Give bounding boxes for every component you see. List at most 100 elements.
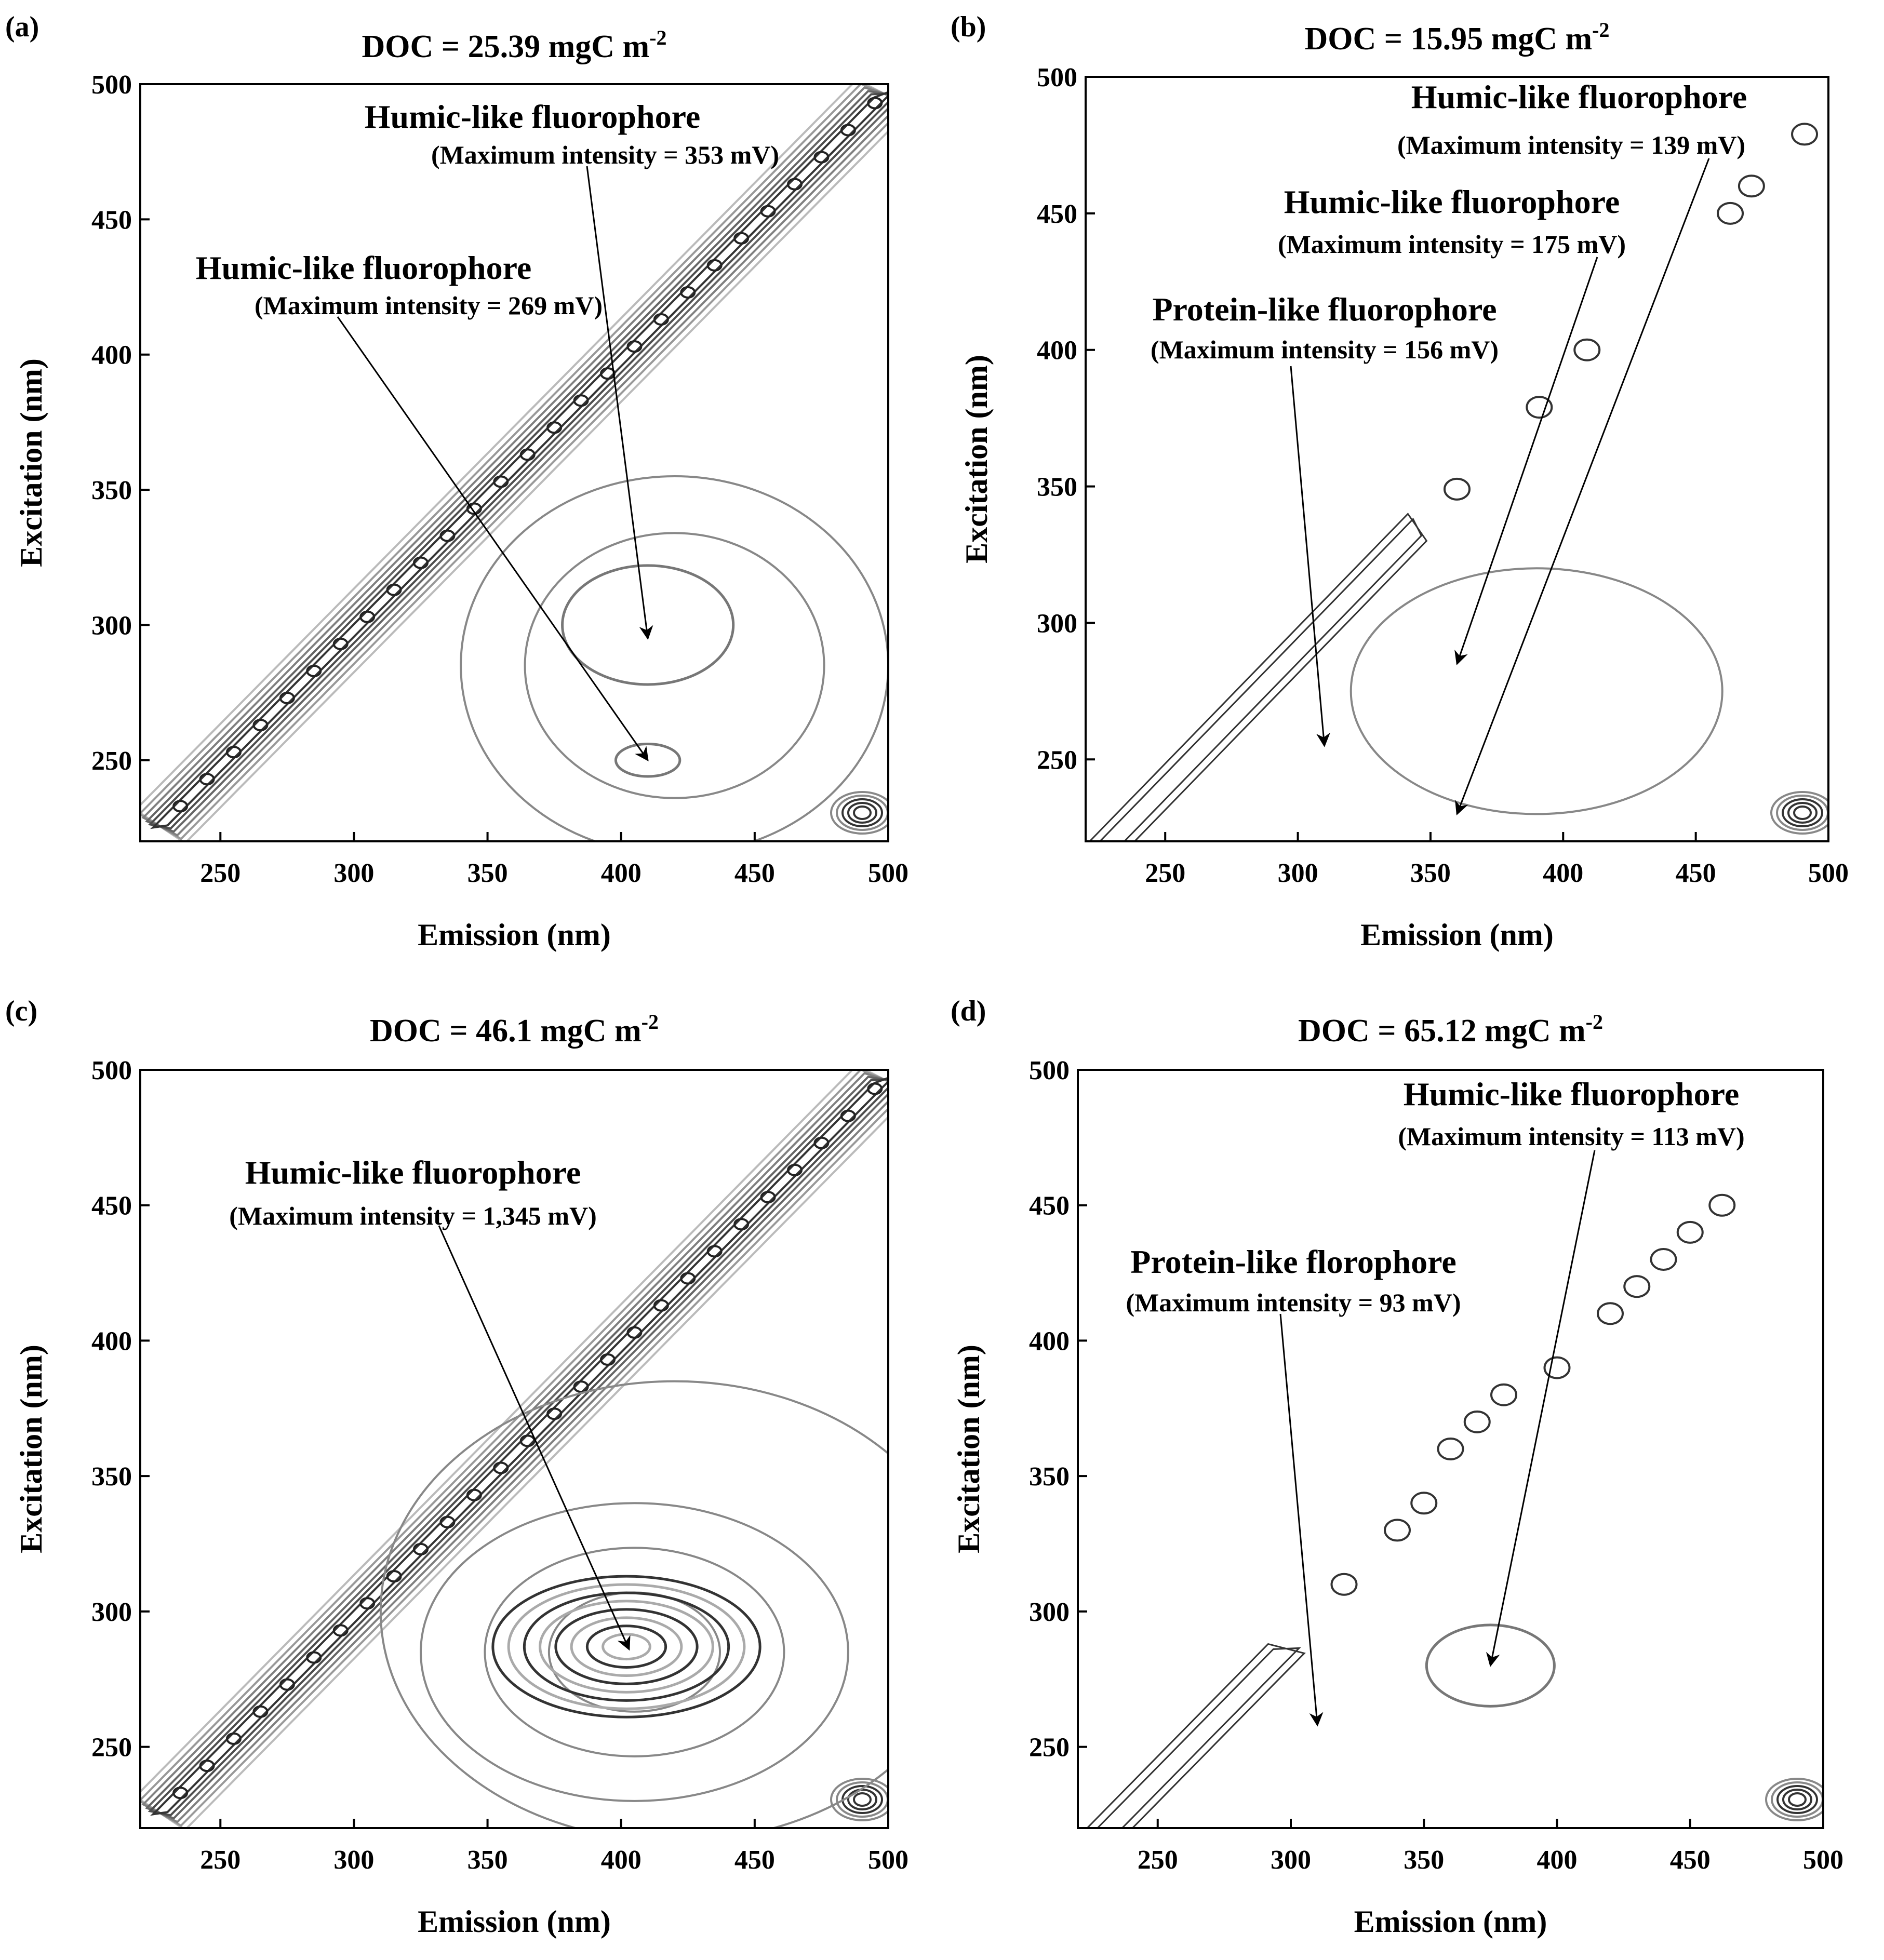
annotation-title: Humic-like fluorophore: [1411, 78, 1747, 115]
annotation-arrow: [337, 316, 649, 761]
broad-contour: [420, 1502, 849, 1802]
y-tick-label: 450: [91, 1191, 132, 1221]
panel-title: DOC = 15.95 mgC m-2: [1305, 18, 1610, 57]
annotation-arrow: [1279, 1313, 1324, 1727]
y-tick-label: 300: [1029, 1597, 1070, 1627]
scatter-band-node: [493, 1461, 509, 1474]
y-axis-label: Excitation (nm): [959, 355, 994, 563]
peak-contour: [614, 743, 682, 778]
scatter-band-node: [546, 1407, 563, 1420]
y-tick-label: 400: [91, 341, 132, 370]
scatter-band-contour: [1096, 1647, 1301, 1828]
y-tick-label: 300: [91, 611, 132, 640]
contour-island: [1676, 1220, 1704, 1244]
peak-contour: [507, 1583, 746, 1710]
scatter-band-node: [573, 394, 589, 407]
scatter-band-node: [733, 1218, 750, 1231]
annotation-title: Humic-like fluorophore: [1284, 183, 1620, 220]
scatter-band-node: [386, 583, 402, 596]
contour-island: [1444, 477, 1471, 501]
y-tick-label: 350: [1029, 1462, 1070, 1492]
x-tick-label: 450: [734, 858, 775, 888]
scatter-band-node: [760, 205, 776, 218]
scatter-band-contour: [141, 86, 888, 837]
corner-band-contour: [847, 802, 877, 824]
scatter-band-node: [760, 1191, 776, 1204]
contour-island: [1463, 1410, 1491, 1433]
x-tick-label: 350: [1404, 1845, 1444, 1875]
annotation-arrow: [438, 1225, 631, 1651]
contour-layer: [140, 1070, 888, 1828]
scatter-band-node: [653, 1299, 669, 1312]
plot-frame: [139, 1069, 889, 1829]
contour-island: [1410, 1492, 1438, 1515]
x-tick-label: 300: [333, 1845, 374, 1875]
y-tick-label: 250: [91, 1733, 132, 1763]
scatter-band-node: [359, 610, 376, 623]
y-tick-label: 350: [91, 1462, 132, 1492]
scatter-band-node: [733, 232, 750, 245]
corner-band-contour: [830, 791, 888, 835]
peak-contour: [561, 564, 735, 686]
x-tick-label: 500: [868, 1845, 908, 1875]
panel-c: 250 300 350 400 450 500 250 300 350 400 450 500 Emis…: [5, 995, 908, 1939]
x-tick-label: 450: [734, 1845, 775, 1875]
contour-island: [1708, 1193, 1736, 1217]
y-tick-label: 450: [91, 205, 132, 235]
y-tick-label: 500: [91, 1056, 132, 1085]
scatter-band-node: [226, 746, 242, 759]
corner-band-contour: [1782, 1789, 1812, 1810]
annotation-title: Humic-like fluorophore: [1404, 1076, 1740, 1112]
annotation-subtitle: (Maximum intensity = 1,345 mV): [229, 1201, 597, 1230]
plot-frame: [139, 83, 889, 842]
scatter-band-node: [332, 1624, 349, 1637]
y-tick-label: 400: [1029, 1326, 1070, 1356]
plot-frame: [1077, 1069, 1824, 1829]
y-tick-label: 250: [91, 746, 132, 776]
peak-contour: [585, 1625, 667, 1669]
x-tick-label: 500: [868, 858, 908, 888]
contour-island: [1791, 123, 1819, 146]
contour-island: [1490, 1383, 1517, 1406]
scatter-band-node: [546, 421, 563, 434]
scatter-band-node: [706, 1245, 723, 1258]
scatter-band-contour: [1086, 1643, 1306, 1828]
panel-letter: (b): [951, 11, 986, 43]
corner-band-contour: [836, 795, 888, 831]
scatter-band-node: [813, 1136, 830, 1149]
panel-title: DOC = 46.1 mgC m-2: [370, 1010, 659, 1049]
scatter-band-node: [680, 1272, 696, 1285]
scatter-band-node: [226, 1732, 242, 1745]
scatter-band-node: [867, 97, 883, 110]
scatter-band-node: [172, 800, 189, 813]
annotation-title: Protein-like florophore: [1130, 1243, 1457, 1280]
contour-island: [1330, 1573, 1358, 1596]
scatter-band-node: [519, 448, 536, 461]
annotation-subtitle: (Maximum intensity = 175 mV): [1278, 230, 1626, 259]
scatter-band-node: [626, 340, 643, 353]
scatter-band-contour: [140, 1070, 888, 1827]
scatter-band-contour: [150, 1077, 888, 1816]
contour-island: [1738, 174, 1765, 198]
scatter-band-contour: [140, 1070, 888, 1828]
contour-layer: [1088, 123, 1828, 841]
annotation-title: Protein-like fluorophore: [1152, 291, 1496, 328]
scatter-band-node: [172, 1787, 189, 1800]
corner-band-contour: [1787, 802, 1818, 824]
scatter-band-node: [413, 556, 429, 569]
scatter-band-contour: [148, 92, 888, 830]
contour-island: [1623, 1275, 1651, 1298]
x-tick-label: 300: [1278, 858, 1318, 888]
x-tick-label: 450: [1670, 1845, 1711, 1875]
scatter-band-node: [573, 1380, 589, 1393]
x-tick-label: 400: [601, 858, 642, 888]
panel-letter: (d): [951, 995, 986, 1027]
scatter-band-node: [413, 1542, 429, 1555]
broad-contour: [1349, 567, 1723, 815]
x-tick-label: 450: [1676, 858, 1716, 888]
scatter-band-node: [840, 124, 856, 137]
y-tick-label: 350: [91, 476, 132, 505]
scatter-band-node: [519, 1434, 536, 1447]
x-axis-label: Emission (nm): [1354, 1904, 1547, 1939]
